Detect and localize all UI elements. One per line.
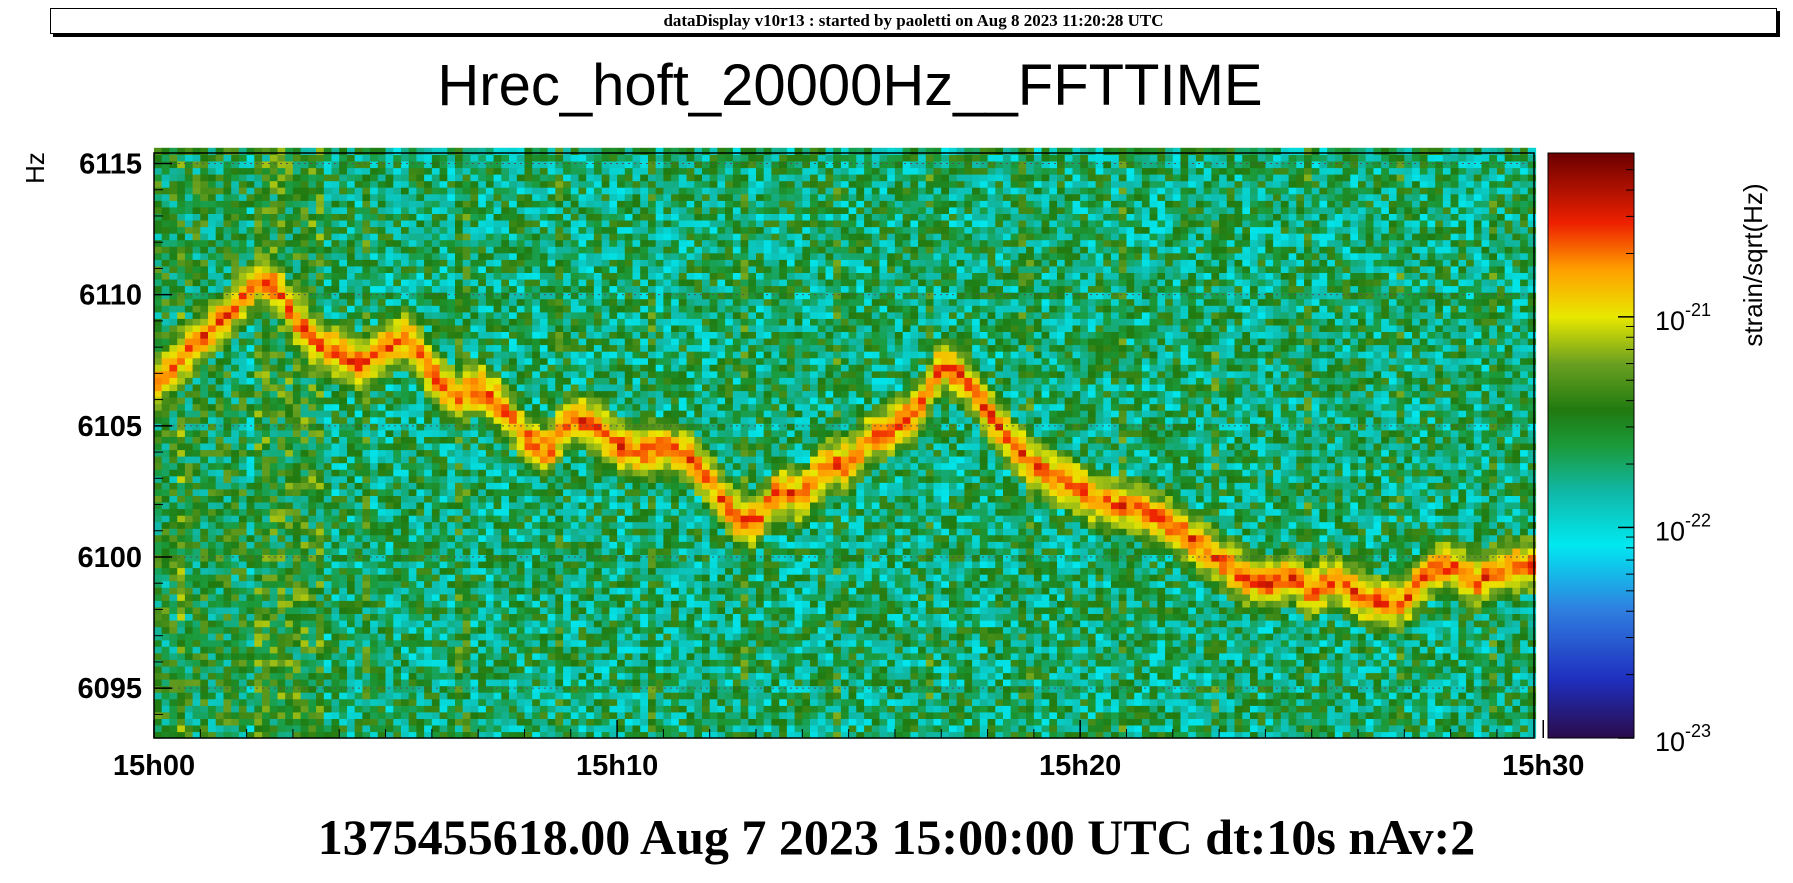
chart-title: Hrec_hoft_20000Hz__FFTTIME xyxy=(437,53,1263,118)
banner: dataDisplay v10r13 : started by paoletti… xyxy=(50,8,1777,34)
x-tick-label: 15h20 xyxy=(1039,750,1121,782)
heatmap-cells xyxy=(154,147,1537,739)
colorbar-axis: 10-23 10-22 10-21 xyxy=(1618,152,1711,757)
colorbar xyxy=(1547,152,1635,739)
y-axis: 6095 6100 6105 6110 6115 xyxy=(77,148,172,715)
y-tick-label: 6095 xyxy=(77,673,142,705)
y-tick-label: 6110 xyxy=(79,280,142,312)
y-gridlines xyxy=(154,162,1534,689)
colorbar-tick-label: 10-21 xyxy=(1655,300,1711,336)
x-tick-label: 15h00 xyxy=(113,750,195,782)
spectrogram-chart: 6095 6100 6105 6110 6115 15h00 15h10 15h20 15h3… xyxy=(20,147,1768,782)
x-tick-label: 15h10 xyxy=(576,750,658,782)
footer-timestamp: 1375455618.00 Aug 7 2023 15:00:00 UTC dt… xyxy=(317,809,1476,865)
x-tick-label: 15h30 xyxy=(1502,750,1584,782)
y-tick-label: 6105 xyxy=(77,411,142,443)
y-tick-label: 6115 xyxy=(79,148,142,180)
plot-frame xyxy=(153,152,1535,739)
y-tick-label: 6100 xyxy=(77,542,142,574)
colorbar-tick-label: 10-22 xyxy=(1655,510,1711,546)
colorbar-tick-label: 10-23 xyxy=(1655,721,1711,757)
y-axis-title: Hz xyxy=(20,152,50,184)
colorbar-title: strain/sqrt(Hz) xyxy=(1738,183,1768,346)
x-axis: 15h00 15h10 15h20 15h30 xyxy=(113,720,1584,782)
